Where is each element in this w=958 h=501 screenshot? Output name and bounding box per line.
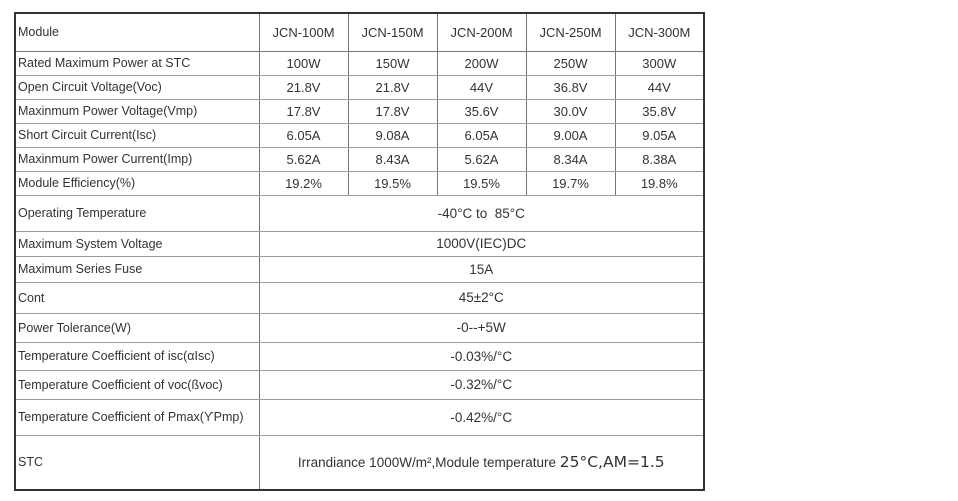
value-cell: 6.05A bbox=[258, 122, 349, 148]
merged-value-cell: 15A bbox=[258, 255, 705, 283]
row-label: Cont bbox=[14, 281, 260, 314]
value-cell: 300W bbox=[614, 50, 705, 76]
merged-value-cell: -40°C to 85°C bbox=[258, 194, 705, 232]
table-header-row: Module JCN-100M JCN-150M JCN-200M JCN-25… bbox=[14, 12, 705, 52]
merged-value-cell: 45±2°C bbox=[258, 281, 705, 314]
value-cell: 250W bbox=[525, 50, 616, 76]
spec-row-open-circuit-voltage: Open Circuit Voltage(Voc) 21.8V 21.8V 44… bbox=[14, 74, 705, 100]
value-cell: 8.34A bbox=[525, 146, 616, 172]
model-header-jcn-100m: JCN-100M bbox=[258, 12, 349, 52]
spec-row-max-power-voltage: Maxinmum Power Voltage(Vmp) 17.8V 17.8V … bbox=[14, 98, 705, 124]
value-cell: 8.43A bbox=[347, 146, 438, 172]
row-label: Maxinmum Power Voltage(Vmp) bbox=[14, 98, 260, 124]
merged-row-max-series-fuse: Maximum Series Fuse 15A bbox=[14, 255, 705, 283]
model-header-jcn-200m: JCN-200M bbox=[436, 12, 527, 52]
merged-row-stc: STC Irrandiance 1000W/m²,Module temperat… bbox=[14, 434, 705, 491]
value-cell: 9.00A bbox=[525, 122, 616, 148]
value-cell: 21.8V bbox=[347, 74, 438, 100]
row-label: Maximum Series Fuse bbox=[14, 255, 260, 283]
value-cell: 9.05A bbox=[614, 122, 705, 148]
value-cell: 36.8V bbox=[525, 74, 616, 100]
merged-row-power-tolerance: Power Tolerance(W) -0--+5W bbox=[14, 312, 705, 343]
value-cell: 19.2% bbox=[258, 170, 349, 196]
merged-value-cell: -0.03%/°C bbox=[258, 341, 705, 371]
merged-row-cont: Cont 45±2°C bbox=[14, 281, 705, 314]
merged-row-temp-coefficient-isc: Temperature Coefficient of isc(αIsc) -0.… bbox=[14, 341, 705, 371]
row-label: Temperature Coefficient of voc(ßvoc) bbox=[14, 369, 260, 400]
value-cell: 30.0V bbox=[525, 98, 616, 124]
model-header-jcn-300m: JCN-300M bbox=[614, 12, 705, 52]
model-header-jcn-250m: JCN-250M bbox=[525, 12, 616, 52]
stc-conditions-cell: Irrandiance 1000W/m²,Module temperature … bbox=[258, 434, 705, 491]
value-cell: 9.08A bbox=[347, 122, 438, 148]
value-cell: 44V bbox=[436, 74, 527, 100]
merged-value-cell: -0--+5W bbox=[258, 312, 705, 343]
row-label: Maxinmum Power Current(Imp) bbox=[14, 146, 260, 172]
value-cell: 19.5% bbox=[347, 170, 438, 196]
value-cell: 19.7% bbox=[525, 170, 616, 196]
row-label: Operating Temperature bbox=[14, 194, 260, 232]
merged-value-cell: 1000V(IEC)DC bbox=[258, 230, 705, 257]
stc-conditions-text: Irrandiance 1000W/m²,Module temperature bbox=[297, 455, 560, 471]
row-label: Temperature Coefficient of Pmax(ϒPmp) bbox=[14, 398, 260, 436]
spec-row-rated-max-power: Rated Maximum Power at STC 100W 150W 200… bbox=[14, 50, 705, 76]
merged-row-max-system-voltage: Maximum System Voltage 1000V(IEC)DC bbox=[14, 230, 705, 257]
module-header-cell: Module bbox=[14, 12, 260, 52]
value-cell: 19.5% bbox=[436, 170, 527, 196]
value-cell: 17.8V bbox=[347, 98, 438, 124]
value-cell: 100W bbox=[258, 50, 349, 76]
row-label: Open Circuit Voltage(Voc) bbox=[14, 74, 260, 100]
row-label: Power Tolerance(W) bbox=[14, 312, 260, 343]
value-cell: 5.62A bbox=[258, 146, 349, 172]
value-cell: 6.05A bbox=[436, 122, 527, 148]
solar-module-spec-table: Module JCN-100M JCN-150M JCN-200M JCN-25… bbox=[14, 12, 705, 491]
spec-row-short-circuit-current: Short Circuit Current(Isc) 6.05A 9.08A 6… bbox=[14, 122, 705, 148]
row-label: Short Circuit Current(Isc) bbox=[14, 122, 260, 148]
merged-row-operating-temperature: Operating Temperature -40°C to 85°C bbox=[14, 194, 705, 232]
value-cell: 200W bbox=[436, 50, 527, 76]
row-label: Rated Maximum Power at STC bbox=[14, 50, 260, 76]
value-cell: 5.62A bbox=[436, 146, 527, 172]
value-cell: 35.6V bbox=[436, 98, 527, 124]
value-cell: 35.8V bbox=[614, 98, 705, 124]
stc-conditions-suffix: 25°C,AM=1.5 bbox=[559, 453, 665, 472]
value-cell: 21.8V bbox=[258, 74, 349, 100]
merged-value-cell: -0.32%/°C bbox=[258, 369, 705, 400]
merged-row-temp-coefficient-pmax: Temperature Coefficient of Pmax(ϒPmp) -0… bbox=[14, 398, 705, 436]
row-label: Module Efficiency(%) bbox=[14, 170, 260, 196]
value-cell: 150W bbox=[347, 50, 438, 76]
spec-row-max-power-current: Maxinmum Power Current(Imp) 5.62A 8.43A … bbox=[14, 146, 705, 172]
value-cell: 17.8V bbox=[258, 98, 349, 124]
row-label: Maximum System Voltage bbox=[14, 230, 260, 257]
value-cell: 44V bbox=[614, 74, 705, 100]
spec-row-module-efficiency: Module Efficiency(%) 19.2% 19.5% 19.5% 1… bbox=[14, 170, 705, 196]
merged-value-cell: -0.42%/°C bbox=[258, 398, 705, 436]
row-label: Temperature Coefficient of isc(αIsc) bbox=[14, 341, 260, 371]
model-header-jcn-150m: JCN-150M bbox=[347, 12, 438, 52]
merged-row-temp-coefficient-voc: Temperature Coefficient of voc(ßvoc) -0.… bbox=[14, 369, 705, 400]
value-cell: 8.38A bbox=[614, 146, 705, 172]
value-cell: 19.8% bbox=[614, 170, 705, 196]
row-label: STC bbox=[14, 434, 260, 491]
